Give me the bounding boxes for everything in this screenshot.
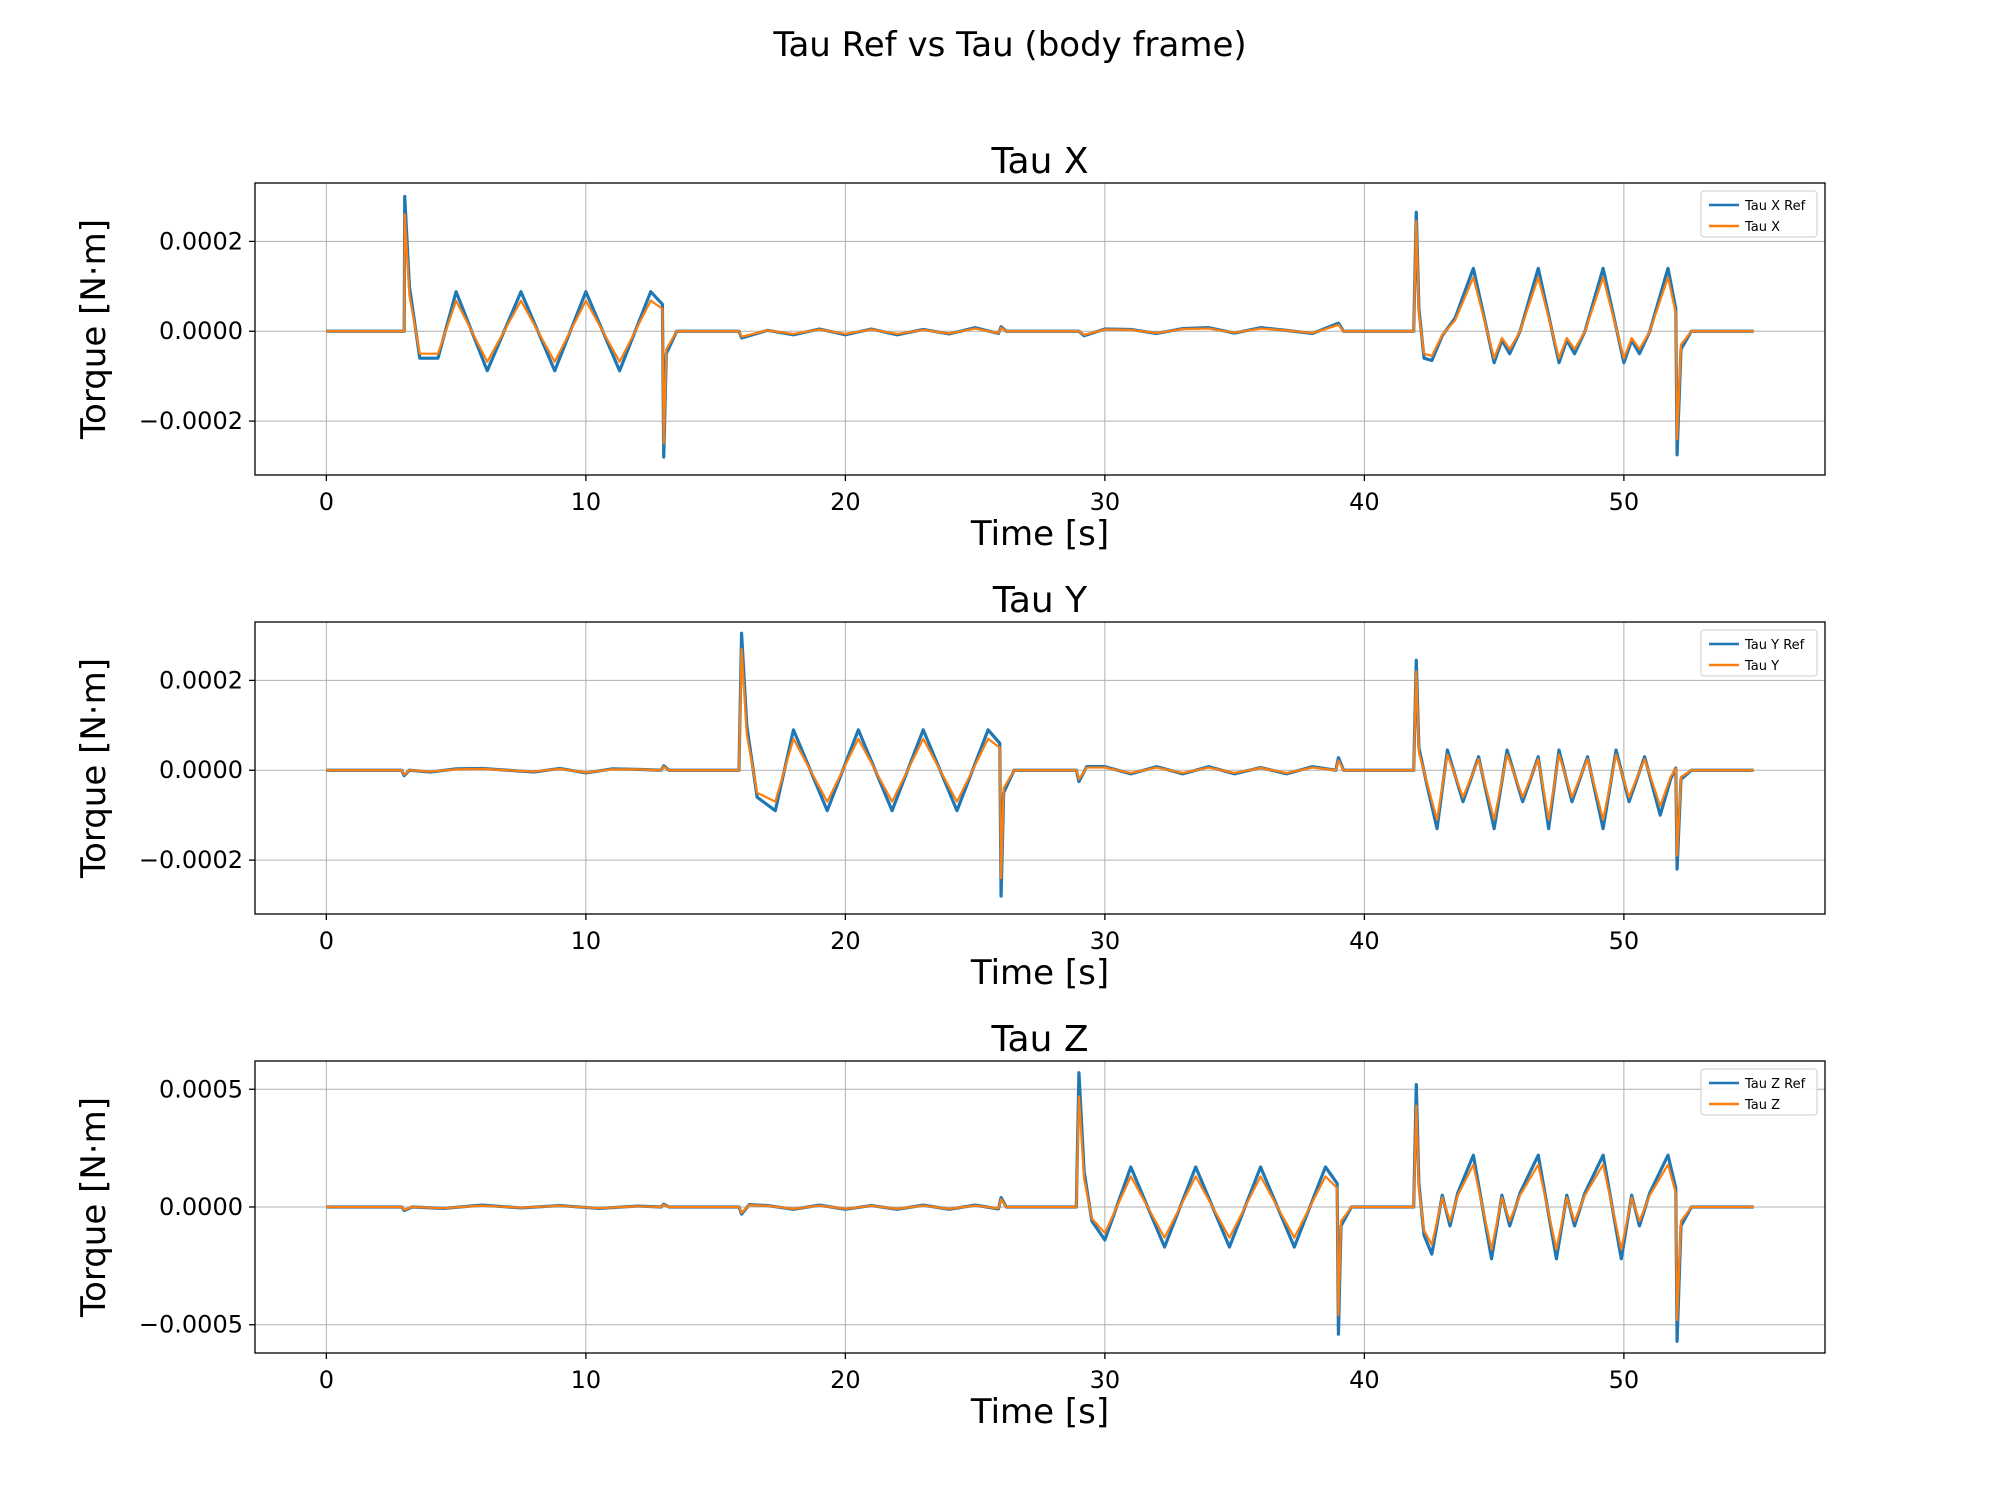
chart-tau-y-ytick-label-0: 0.0002 [159,666,243,694]
chart-tau-z-xtick-label-0: 0 [319,1366,334,1394]
chart-tau-z-xtick-label-3: 30 [1090,1366,1121,1394]
chart-tau-x-title: Tau X [990,141,1088,182]
chart-tau-x-ytick-label-1: 0.0000 [159,317,243,345]
chart-tau-z-xlabel: Time [s] [970,1392,1109,1432]
chart-tau-y-legend: Tau Y Ref Tau Y [1700,629,1818,677]
chart-tau-y-xtick-label-3: 30 [1090,927,1121,955]
chart-tau-x-series-tau-x-ref [326,194,1754,459]
chart-tau-z-ytick-label-2: −0.0005 [139,1311,243,1339]
chart-tau-y-xtick-label-2: 20 [830,927,861,955]
chart-tau-z-legend: Tau Z Ref Tau Z [1700,1068,1818,1116]
chart-tau-y-xtick-label-5: 50 [1609,927,1640,955]
chart-tau-x-ytick-label-2: −0.0002 [139,407,243,435]
subplot-tau-x: 0 10 20 30 40 50 0.0002 0.0000 −0.0002 Tau X Time … [74,141,1826,554]
chart-tau-z-xtick-label-1: 10 [571,1366,602,1394]
chart-tau-z-title: Tau Z [990,1019,1088,1060]
chart-tau-y-series-tau-y [326,647,1754,880]
chart-tau-y-legend-label-tau-y-ref: Tau Y Ref [1744,638,1805,653]
chart-tau-x-xlabel: Time [s] [970,514,1109,554]
chart-tau-x-xtick-label-2: 20 [830,488,861,516]
chart-tau-z-xtick-label-2: 20 [830,1366,861,1394]
figure-suptitle: Tau Ref vs Tau (body frame) [772,25,1246,65]
subplot-tau-z: 0 10 20 30 40 50 0.0005 0.0000 −0.0005 Tau Z Time … [74,1019,1826,1432]
chart-tau-y-axes-frame [254,621,1826,915]
chart-tau-y-legend-label-tau-y: Tau Y [1744,659,1779,674]
chart-tau-x-legend-label-tau-x: Tau X [1744,220,1780,235]
chart-tau-y-ylabel: Torque [N·m] [74,658,114,879]
chart-tau-x-axes-frame [254,182,1826,476]
chart-tau-y-xtick-label-0: 0 [319,927,334,955]
chart-tau-z-ytick-label-0: 0.0005 [159,1075,243,1103]
chart-tau-x-xtick-label-1: 10 [571,488,602,516]
chart-tau-y-xlabel: Time [s] [970,953,1109,993]
chart-tau-x-series-tau-x [326,213,1754,445]
chart-tau-x-legend-label-tau-x-ref: Tau X Ref [1744,199,1806,214]
chart-tau-x-legend: Tau X Ref Tau X [1700,190,1818,238]
chart-tau-x-xtick-label-0: 0 [319,488,334,516]
chart-tau-z-legend-label-tau-z-ref: Tau Z Ref [1744,1077,1806,1092]
chart-tau-y-xtick-label-4: 40 [1349,927,1380,955]
chart-tau-y-xtick-label-1: 10 [571,927,602,955]
chart-tau-x-xtick-label-5: 50 [1609,488,1640,516]
chart-tau-x-ytick-label-0: 0.0002 [159,227,243,255]
chart-tau-x-xtick-label-3: 30 [1090,488,1121,516]
chart-tau-z-series-tau-z [326,1095,1754,1322]
chart-tau-y-ytick-label-1: 0.0000 [159,756,243,784]
subplot-tau-y: 0 10 20 30 40 50 0.0002 0.0000 −0.0002 Tau Y Time … [74,580,1826,993]
chart-tau-z-xtick-label-4: 40 [1349,1366,1380,1394]
chart-tau-z-xtick-label-5: 50 [1609,1366,1640,1394]
chart-tau-x-ylabel: Torque [N·m] [74,219,114,440]
chart-tau-y-title: Tau Y [992,580,1088,621]
chart-tau-x-xtick-label-4: 40 [1349,488,1380,516]
chart-tau-z-ylabel: Torque [N·m] [74,1097,114,1318]
chart-tau-z-legend-label-tau-z: Tau Z [1744,1098,1780,1113]
chart-tau-y-ytick-label-2: −0.0002 [139,846,243,874]
chart-tau-z-ytick-label-1: 0.0000 [159,1193,243,1221]
